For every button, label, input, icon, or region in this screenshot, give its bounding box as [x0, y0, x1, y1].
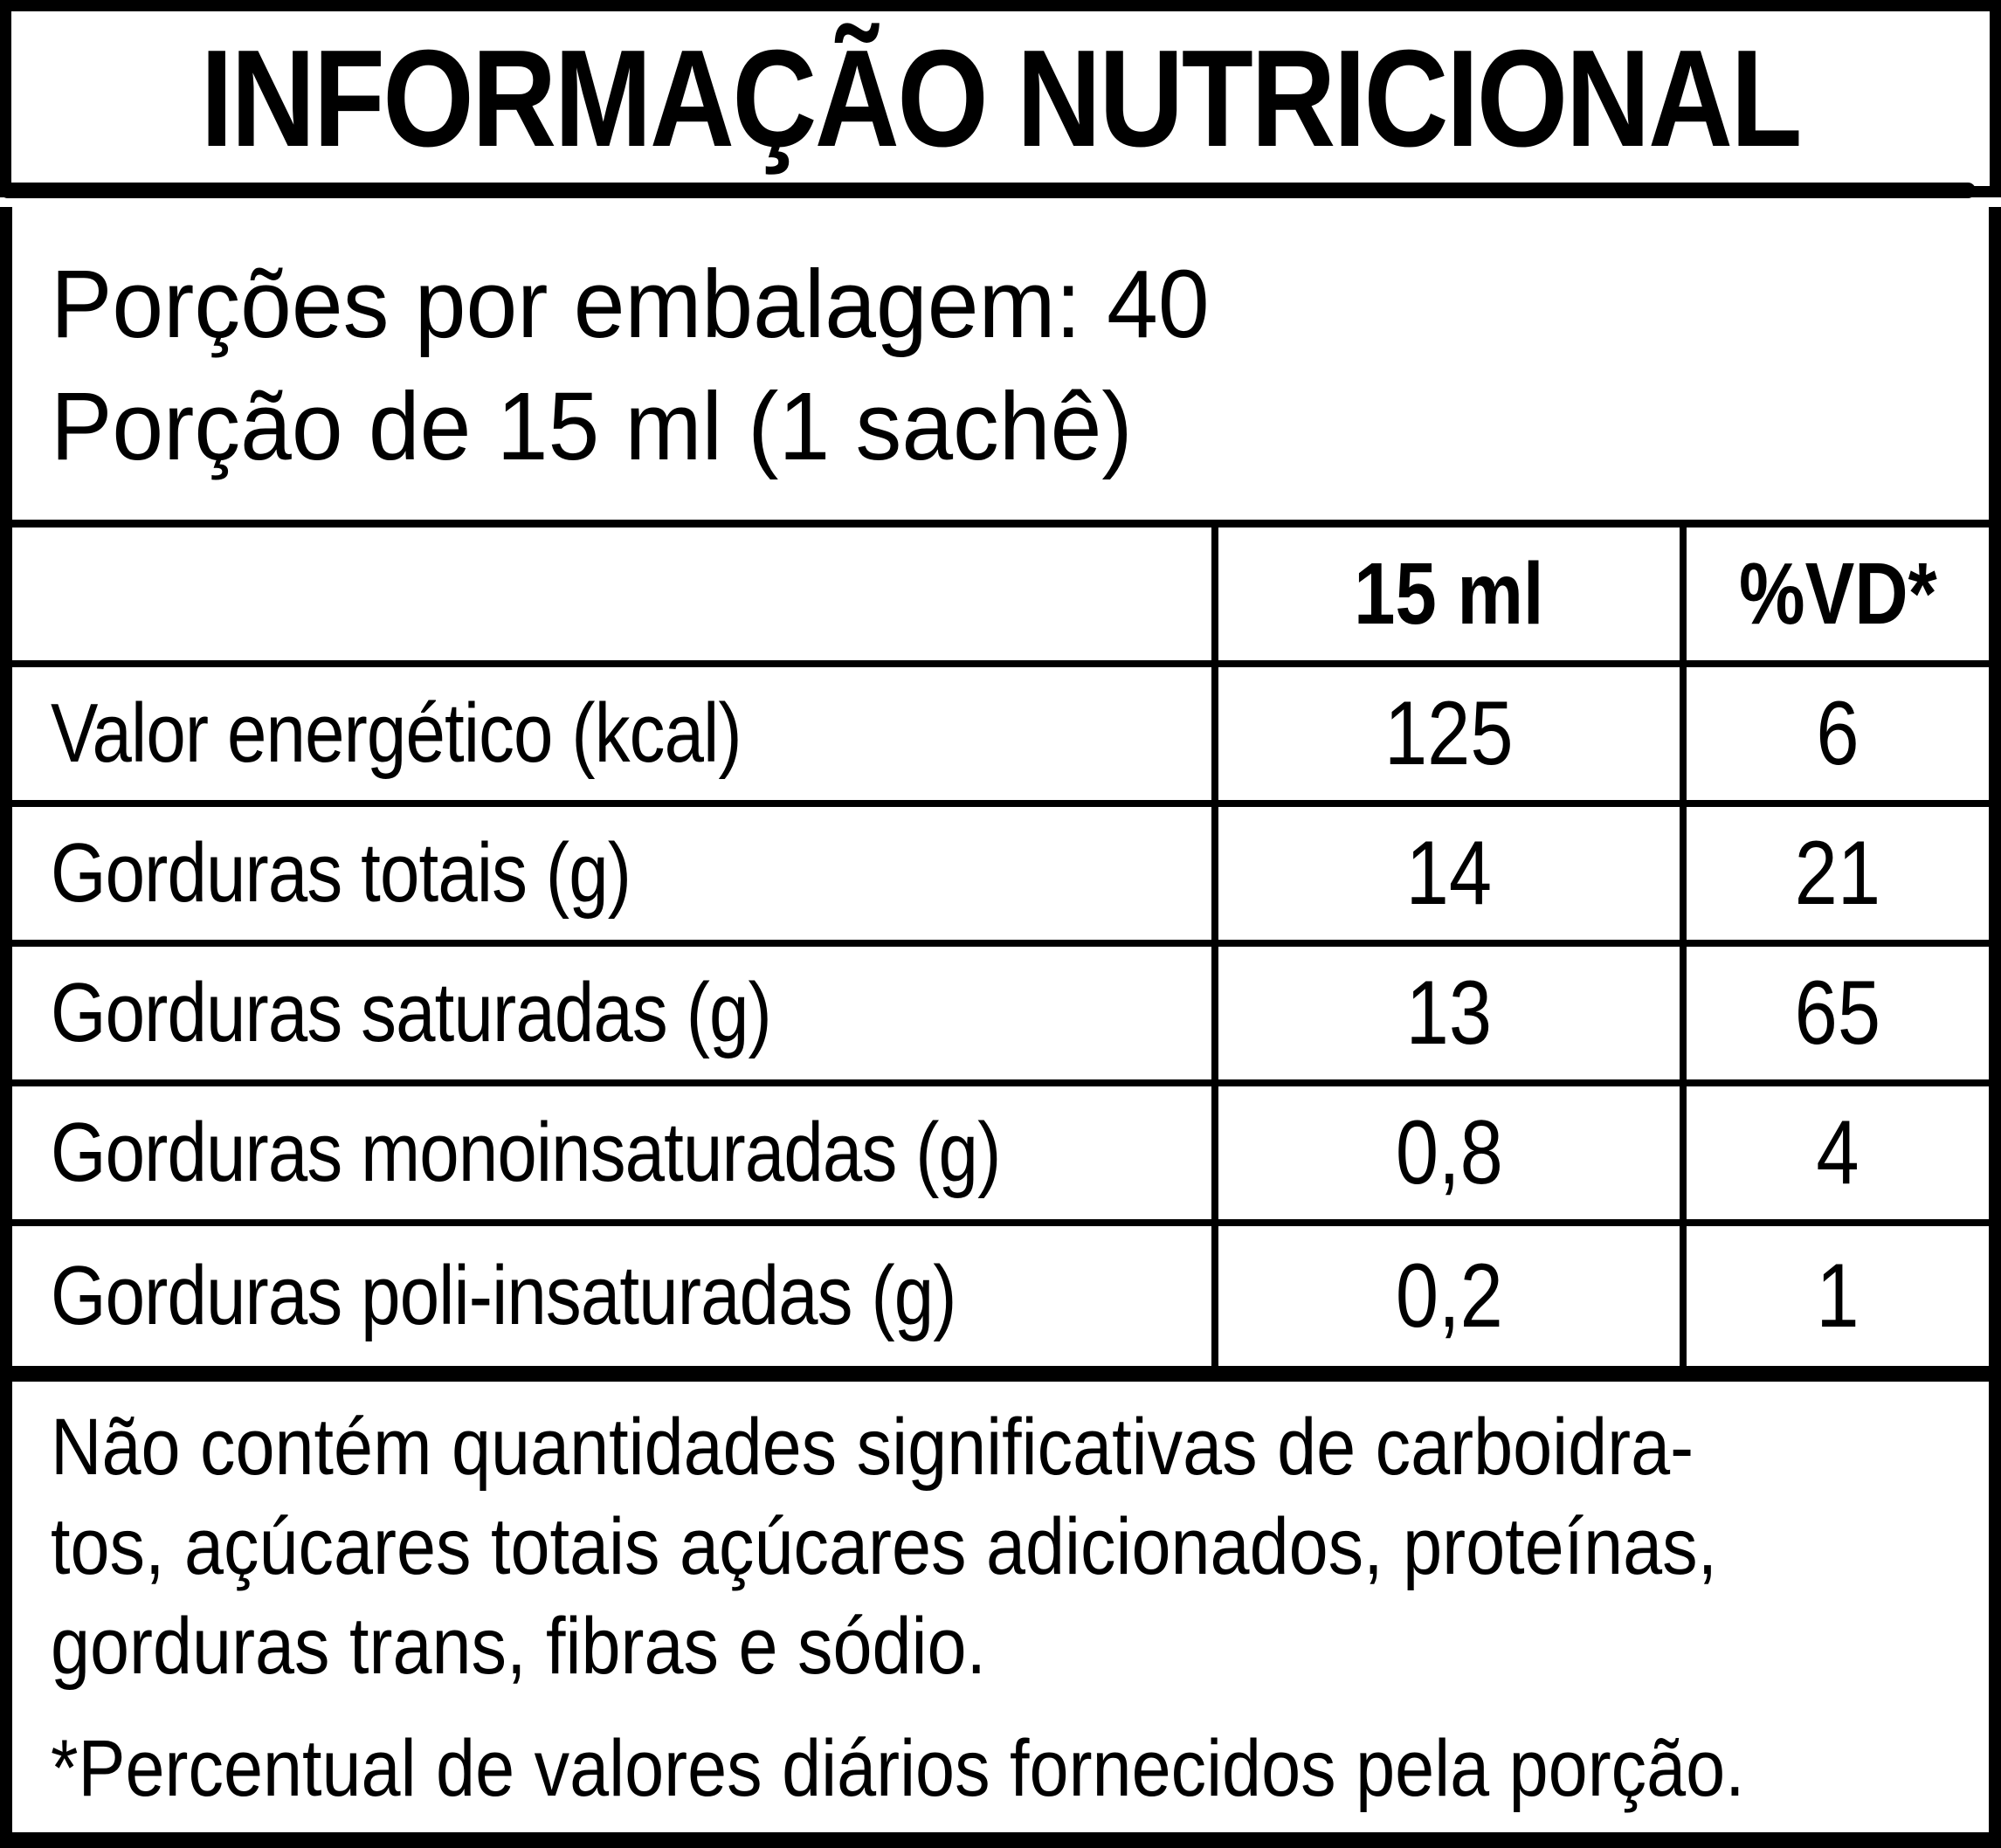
nutrient-dv-cell: 65 — [1680, 947, 1989, 1079]
nutrient-amount: 125 — [1384, 682, 1514, 784]
nutrient-amount: 0,8 — [1395, 1101, 1503, 1203]
nutrient-amount-cell: 125 — [1211, 667, 1680, 800]
table-row: Valor energético (kcal) 125 6 — [12, 667, 1989, 807]
no-significant-amounts-note-line1: Não contém quantidades significativas de… — [51, 1397, 1971, 1497]
amount-column-header-cell: 15 ml — [1211, 528, 1680, 660]
nutrient-dv: 6 — [1816, 682, 1860, 784]
no-significant-amounts-note-text3: gorduras trans, fibras e sódio. — [51, 1602, 987, 1691]
table-footer-bar — [12, 1366, 1989, 1382]
nutrient-amount-cell: 13 — [1211, 947, 1680, 1079]
title-box: INFORMAÇÃO NUTRICIONAL — [0, 0, 2001, 197]
page-title: INFORMAÇÃO NUTRICIONAL — [200, 21, 1803, 176]
nutrient-dv: 4 — [1816, 1101, 1860, 1203]
nutrient-label-cell: Gorduras totais (g) — [12, 807, 1211, 940]
header-spacer-cell — [12, 528, 1211, 660]
nutrient-dv-cell: 4 — [1680, 1086, 1989, 1219]
servings-per-package: Porções por embalagem: 40 — [51, 244, 1971, 366]
table-row: Gorduras monoinsaturadas (g) 0,8 4 — [12, 1086, 1989, 1226]
label-body: Porções por embalagem: 40 Porção de 15 m… — [0, 207, 2001, 1848]
daily-value-note: *Percentual de valores diários fornecido… — [51, 1719, 1971, 1818]
serving-size: Porção de 15 ml (1 sachê) — [51, 366, 1971, 488]
dv-column-header: %VD* — [1738, 544, 1937, 643]
table-row: Gorduras totais (g) 14 21 — [12, 807, 1989, 947]
nutrition-table: 15 ml %VD* Valor energético (kcal) 125 6 — [12, 520, 1989, 1366]
nutrient-dv: 21 — [1794, 822, 1881, 924]
nutrient-amount: 14 — [1405, 822, 1493, 924]
table-row: Gorduras poli-insaturadas (g) 0,2 1 — [12, 1226, 1989, 1366]
footnote-block: Não contém quantidades significativas de… — [12, 1382, 1989, 1818]
daily-value-note-text: *Percentual de valores diários fornecido… — [51, 1724, 1745, 1813]
amount-column-header: 15 ml — [1354, 544, 1544, 643]
nutrient-label: Gorduras saturadas (g) — [51, 966, 772, 1059]
nutrient-label-cell: Valor energético (kcal) — [12, 667, 1211, 800]
no-significant-amounts-note-text2: tos, açúcares totais açúcares adicionado… — [51, 1502, 1718, 1591]
table-row: Gorduras saturadas (g) 13 65 — [12, 947, 1989, 1086]
nutrient-dv: 65 — [1794, 962, 1881, 1064]
nutrient-amount-cell: 0,2 — [1211, 1226, 1680, 1366]
nutrient-dv-cell: 6 — [1680, 667, 1989, 800]
no-significant-amounts-note-line2: tos, açúcares totais açúcares adicionado… — [51, 1497, 1971, 1596]
nutrient-dv: 1 — [1816, 1245, 1860, 1347]
nutrient-amount: 0,2 — [1395, 1245, 1503, 1347]
nutrient-amount: 13 — [1405, 962, 1493, 1064]
serving-info: Porções por embalagem: 40 Porção de 15 m… — [12, 207, 1989, 488]
nutrient-label: Valor energético (kcal) — [51, 686, 742, 780]
serving-size-text: Porção de 15 ml (1 sachê) — [51, 373, 1133, 480]
nutrient-label: Gorduras poli-insaturadas (g) — [51, 1249, 956, 1342]
nutrient-amount-cell: 14 — [1211, 807, 1680, 940]
title-divider-bar — [0, 183, 1976, 198]
table-header-row: 15 ml %VD* — [12, 528, 1989, 667]
no-significant-amounts-note-text1: Não contém quantidades significativas de… — [51, 1403, 1694, 1492]
servings-per-package-text: Porções por embalagem: 40 — [51, 251, 1210, 358]
nutrient-label-cell: Gorduras poli-insaturadas (g) — [12, 1226, 1211, 1366]
nutrient-label: Gorduras monoinsaturadas (g) — [51, 1106, 1001, 1199]
nutrient-label-cell: Gorduras saturadas (g) — [12, 947, 1211, 1079]
dv-column-header-cell: %VD* — [1680, 528, 1989, 660]
nutrient-dv-cell: 1 — [1680, 1226, 1989, 1366]
no-significant-amounts-note-line3: gorduras trans, fibras e sódio. — [51, 1596, 1971, 1696]
nutrient-label: Gorduras totais (g) — [51, 826, 631, 920]
nutrient-amount-cell: 0,8 — [1211, 1086, 1680, 1219]
nutrient-dv-cell: 21 — [1680, 807, 1989, 940]
nutrient-label-cell: Gorduras monoinsaturadas (g) — [12, 1086, 1211, 1219]
